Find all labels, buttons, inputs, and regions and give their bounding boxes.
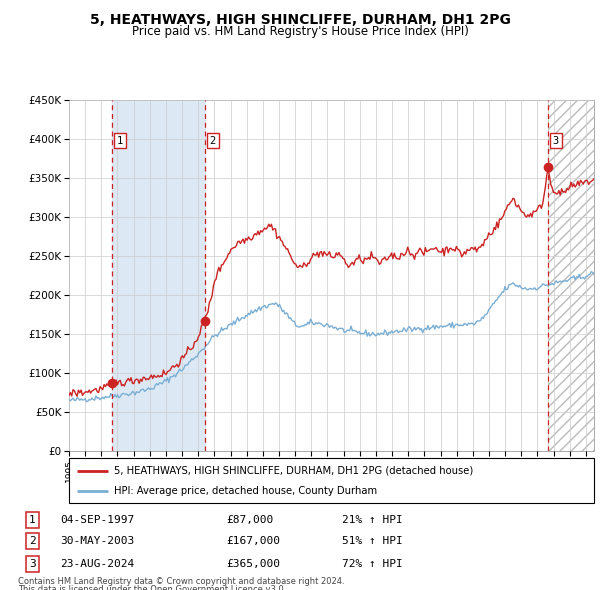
Text: 21% ↑ HPI: 21% ↑ HPI — [342, 514, 403, 525]
Text: 2: 2 — [209, 136, 216, 146]
Text: Contains HM Land Registry data © Crown copyright and database right 2024.: Contains HM Land Registry data © Crown c… — [18, 577, 344, 586]
Text: 5, HEATHWAYS, HIGH SHINCLIFFE, DURHAM, DH1 2PG: 5, HEATHWAYS, HIGH SHINCLIFFE, DURHAM, D… — [89, 13, 511, 27]
Text: 23-AUG-2024: 23-AUG-2024 — [60, 559, 134, 569]
Text: 1: 1 — [29, 514, 35, 525]
Bar — [548, 100, 594, 451]
Text: 3: 3 — [553, 136, 559, 146]
Bar — [548, 100, 594, 451]
Text: 3: 3 — [29, 559, 35, 569]
Text: £87,000: £87,000 — [227, 514, 274, 525]
Text: 30-MAY-2003: 30-MAY-2003 — [60, 536, 134, 546]
Text: HPI: Average price, detached house, County Durham: HPI: Average price, detached house, Coun… — [113, 486, 377, 496]
Text: 5, HEATHWAYS, HIGH SHINCLIFFE, DURHAM, DH1 2PG (detached house): 5, HEATHWAYS, HIGH SHINCLIFFE, DURHAM, D… — [113, 466, 473, 476]
Text: 2: 2 — [29, 536, 35, 546]
Text: Price paid vs. HM Land Registry's House Price Index (HPI): Price paid vs. HM Land Registry's House … — [131, 25, 469, 38]
Text: 1: 1 — [117, 136, 123, 146]
Text: £167,000: £167,000 — [227, 536, 281, 546]
Text: £365,000: £365,000 — [227, 559, 281, 569]
Text: 72% ↑ HPI: 72% ↑ HPI — [342, 559, 403, 569]
Text: 51% ↑ HPI: 51% ↑ HPI — [342, 536, 403, 546]
FancyBboxPatch shape — [69, 458, 594, 503]
Bar — [112, 100, 205, 451]
Text: 04-SEP-1997: 04-SEP-1997 — [60, 514, 134, 525]
Text: This data is licensed under the Open Government Licence v3.0.: This data is licensed under the Open Gov… — [18, 585, 286, 590]
